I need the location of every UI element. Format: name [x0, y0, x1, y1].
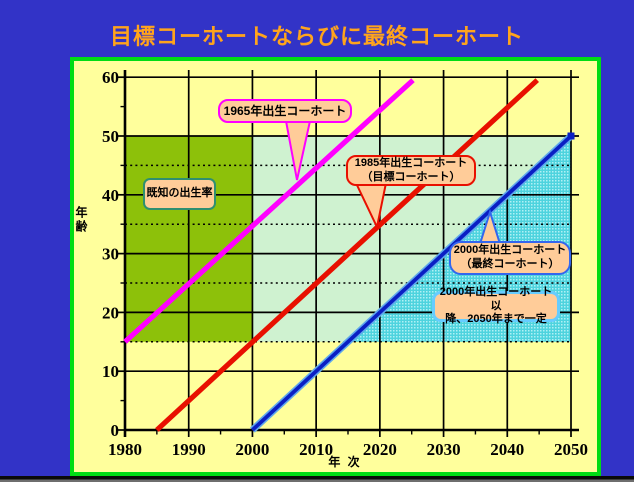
note-constant-line1: 2000年出生コーホート以	[439, 285, 553, 312]
slide-title: 目標コーホートならびに最終コーホート	[109, 24, 524, 49]
callout-1985-line1: 1985年出生コーホート	[354, 156, 468, 169]
x-tick-label: 1990	[172, 440, 206, 459]
y-tick-label: 50	[102, 127, 119, 146]
x-tick-label: 2040	[490, 440, 524, 459]
y-tick-label: 20	[102, 303, 119, 322]
callout-2000-line1: 2000年出生コーホート	[453, 244, 567, 257]
series-end-marker	[567, 132, 575, 140]
x-tick-label: 2010	[299, 440, 333, 459]
label-known-birth-rate-text: 既知の出生率	[146, 187, 213, 200]
y-axis-title: 年齢	[74, 206, 88, 234]
x-axis-title: 年 次	[328, 455, 362, 469]
callout-1985-line2: （目標コーホート）	[361, 170, 461, 183]
target-cohort-region	[252, 136, 571, 342]
series-1985年出生コーホート（目標コーホート）	[155, 78, 539, 432]
note-constant-line2: 降、2050年まで一定	[445, 313, 547, 326]
x-tick-label: 2050	[554, 440, 588, 459]
callout-2000-cohort: 2000年出生コーホート （最終コーホート）	[449, 241, 571, 275]
y-tick-label: 60	[102, 68, 119, 87]
x-tick-label: 2030	[427, 440, 461, 459]
series-2000年出生コーホート（最終コーホート）	[251, 134, 573, 432]
series-1965年出生コーホート	[123, 78, 415, 344]
callout-2000-line2: （最終コーホート）	[460, 258, 560, 270]
callout-1965-cohort: 1965年出生コーホート	[218, 99, 352, 123]
y-tick-label: 30	[102, 245, 119, 264]
chart-generated-layers: 1980 1990 2000 2010 2020 2030 2040 205001020304…	[102, 68, 588, 459]
x-tick-label: 2020	[363, 440, 397, 459]
label-known-birth-rate: 既知の出生率	[143, 178, 216, 210]
note-constant-after-2000: 2000年出生コーホート以 降、2050年まで一定	[432, 286, 560, 325]
x-tick-label: 1980	[108, 440, 142, 459]
y-tick-label: 40	[102, 186, 119, 205]
y-tick-label: 10	[102, 362, 119, 381]
x-tick-label: 2000	[235, 440, 269, 459]
window-bottom-edge	[0, 476, 634, 482]
callout-1985-cohort: 1985年出生コーホート （目標コーホート）	[346, 155, 476, 186]
y-tick-label: 0	[111, 421, 120, 440]
callout-1965-label: 1965年出生コーホート	[223, 103, 347, 118]
